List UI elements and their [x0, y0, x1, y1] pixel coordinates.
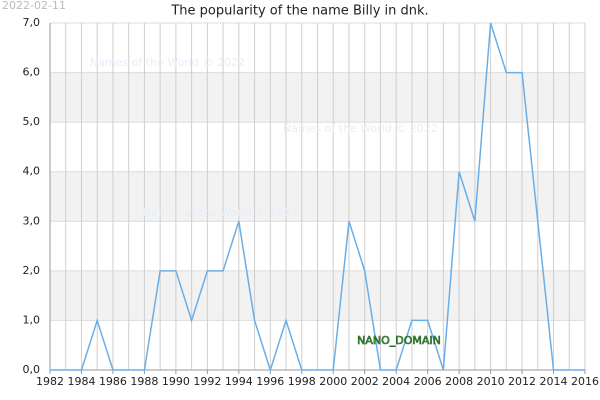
y-tick-label: 4,0 — [23, 165, 41, 178]
x-tick-label: 1984 — [67, 375, 95, 388]
x-tick-label: 1998 — [288, 375, 316, 388]
chart-title: The popularity of the name Billy in dnk. — [170, 4, 428, 19]
plot-background — [49, 22, 586, 371]
x-tick-label: 1986 — [99, 375, 127, 388]
x-tick-label: 1990 — [162, 375, 190, 388]
y-tick-label: 0,0 — [23, 363, 41, 376]
x-tick-label: 2012 — [508, 375, 536, 388]
x-tick-label: 1982 — [36, 375, 64, 388]
x-tick-label: 2006 — [414, 375, 442, 388]
y-tick-label: 1,0 — [23, 313, 41, 326]
x-tick-label: 2010 — [477, 375, 505, 388]
watermark: Names of the World © 2022 — [143, 206, 298, 219]
y-tick-label: 3,0 — [23, 214, 41, 227]
x-tick-label: 1992 — [193, 375, 221, 388]
watermark: Names of the World © 2022 — [283, 122, 438, 135]
x-tick-label: 1988 — [130, 375, 158, 388]
y-tick-label: 2,0 — [23, 264, 41, 277]
date-stamp: 2022-02-11 — [2, 0, 66, 12]
x-tick-label: 1996 — [256, 375, 284, 388]
annotation: NANO_DOMAIN — [357, 334, 441, 347]
y-tick-label: 5,0 — [23, 115, 41, 128]
watermark: Names of the World © 2022 — [90, 56, 245, 69]
x-tick-label: 2016 — [571, 375, 599, 388]
x-tick-label: 2014 — [540, 375, 568, 388]
x-tick-label: 2000 — [319, 375, 347, 388]
data-line — [50, 22, 585, 373]
x-tick-label: 2008 — [445, 375, 473, 388]
x-tick-label: 1994 — [225, 375, 253, 388]
x-tick-label: 2004 — [382, 375, 410, 388]
y-tick-label: 6,0 — [23, 66, 41, 79]
y-tick-label: 7,0 — [23, 16, 41, 29]
x-tick-label: 2002 — [351, 375, 379, 388]
